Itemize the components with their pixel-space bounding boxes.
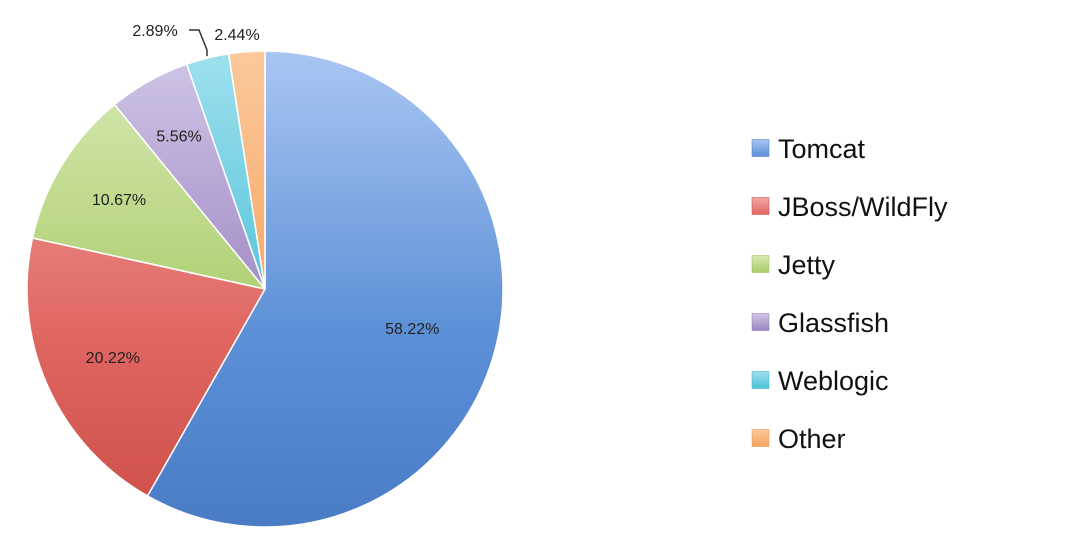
pie-slice-jboss-wildfly [26, 237, 266, 497]
slice-label-other: 2.44% [214, 27, 259, 44]
leader-line-weblogic [189, 29, 208, 57]
legend-label-jboss-wildfly: JBoss/WildFly [778, 192, 948, 222]
legend-label-glassfish: Glassfish [778, 308, 889, 338]
legend-item-weblogic: Weblogic [751, 366, 889, 396]
pie-slices [26, 50, 504, 528]
legend-item-tomcat: Tomcat [751, 134, 866, 164]
legend-swatch-weblogic [751, 371, 770, 389]
legend-item-jetty: Jetty [751, 250, 836, 280]
legend-item-jboss-wildfly: JBoss/WildFly [751, 192, 948, 222]
slice-label-jetty: 10.67% [92, 192, 146, 209]
pie-slice-jetty [31, 103, 266, 290]
slice-label-tomcat: 58.22% [385, 321, 439, 338]
pie-slice-tomcat [146, 50, 504, 528]
legend-label-other: Other [778, 424, 846, 454]
pie-slice-other [227, 50, 266, 290]
legend-item-other: Other [751, 424, 846, 454]
legend-label-jetty: Jetty [778, 250, 836, 280]
legend-swatch-glassfish [751, 313, 770, 331]
slice-label-glassfish: 5.56% [156, 128, 201, 145]
legend-swatch-tomcat [751, 139, 770, 157]
slice-label-jboss-wildfly: 20.22% [86, 350, 140, 367]
slice-label-weblogic: 2.89% [132, 23, 177, 40]
legend-swatch-jetty [751, 255, 770, 273]
legend-swatch-jboss-wildfly [751, 197, 770, 215]
slice-labels: 58.22% 20.22% 10.67% 5.56% 2.89% 2.44% [86, 23, 440, 367]
legend: Tomcat JBoss/WildFly Jetty Glassfish Weblogi… [751, 134, 948, 454]
legend-item-glassfish: Glassfish [751, 308, 889, 338]
leader-lines [189, 29, 208, 57]
legend-label-tomcat: Tomcat [778, 134, 866, 164]
legend-label-weblogic: Weblogic [778, 366, 889, 396]
legend-swatch-other [751, 429, 770, 447]
